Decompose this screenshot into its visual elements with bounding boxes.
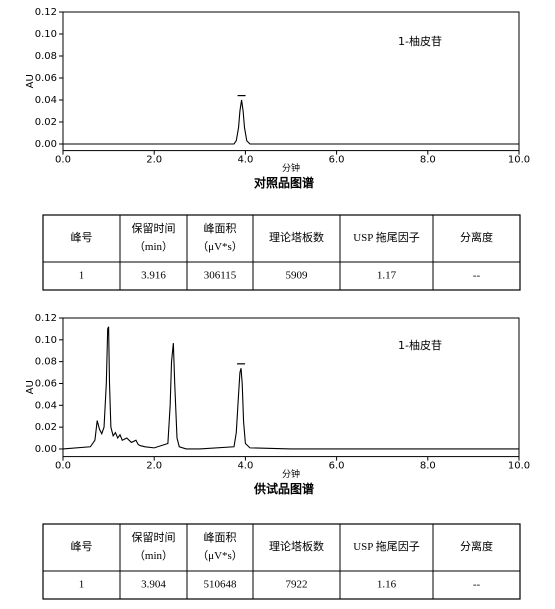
x-tick-label: 10.0: [508, 155, 530, 166]
y-tick-label: 0.06: [35, 73, 57, 84]
y-tick-label: 0.02: [35, 117, 57, 128]
x-tick-label: 6.0: [329, 461, 345, 472]
table-cell: --: [473, 270, 481, 282]
y-axis-label: AU: [25, 380, 36, 394]
y-tick-label: 0.00: [35, 139, 57, 150]
y-tick-label: 0.12: [35, 7, 57, 18]
x-tick-label: 4.0: [237, 461, 253, 472]
x-tick-label: 10.0: [508, 461, 530, 472]
table-frame: [42, 214, 521, 291]
table-cell: 3.904: [141, 579, 166, 591]
x-tick-label: 8.0: [420, 155, 436, 166]
table-cell: 1.17: [377, 270, 397, 282]
table-cell: 3.916: [141, 270, 166, 282]
table-cell: 1: [79, 579, 85, 591]
y-tick-label: 0.04: [35, 95, 57, 106]
table-header: 峰号: [71, 540, 93, 553]
plot-frame: [62, 11, 520, 152]
x-tick-label: 2.0: [146, 155, 162, 166]
annotation: 1-柚皮苷: [398, 338, 442, 352]
table-cell: 1: [79, 270, 85, 282]
plot-frame: [62, 317, 520, 458]
x-tick-label: 0.0: [55, 155, 71, 166]
table-cell: --: [473, 579, 481, 591]
table-header: （μV*s）: [197, 549, 243, 562]
x-tick-label: 8.0: [420, 461, 436, 472]
y-tick-label: 0.08: [35, 51, 57, 62]
x-tick-label: 2.0: [146, 461, 162, 472]
y-tick-label: 0.08: [35, 357, 57, 368]
x-tick-label: 0.0: [55, 461, 71, 472]
table-header: USP 拖尾因子: [353, 539, 420, 553]
y-tick-label: 0.10: [35, 29, 57, 40]
chart-title: 对照品图谱: [254, 175, 314, 190]
table-header: 分离度: [460, 539, 493, 553]
y-tick-label: 0.02: [35, 422, 57, 433]
table-header: （min）: [134, 549, 173, 562]
table-header: 保留时间: [132, 530, 176, 544]
annotation: 1-柚皮苷: [398, 34, 442, 48]
table-header: 峰号: [71, 231, 93, 244]
trace: [63, 99, 519, 145]
table-cell: 1.16: [377, 579, 397, 591]
table-cell: 7922: [286, 579, 308, 591]
table-header: 分离度: [460, 230, 493, 244]
table-header: （min）: [134, 240, 173, 253]
chart-title: 供试品图谱: [253, 481, 314, 496]
table-header: 峰面积: [204, 222, 237, 235]
y-tick-label: 0.12: [35, 313, 57, 324]
y-tick-label: 0.00: [35, 444, 57, 455]
table-cell: 5909: [286, 270, 309, 282]
trace: [62, 326, 519, 450]
x-axis-label: 分钟: [282, 468, 300, 480]
table-header: 理论塔板数: [269, 230, 324, 244]
y-tick-label: 0.04: [35, 400, 57, 411]
table-header: 峰面积: [204, 531, 237, 544]
table-header: USP 拖尾因子: [353, 230, 420, 244]
table-header: （μV*s）: [197, 240, 243, 253]
y-tick-label: 0.06: [35, 378, 57, 389]
table-frame: [42, 523, 521, 600]
y-tick-label: 0.10: [35, 335, 57, 346]
table-header: 理论塔板数: [269, 539, 324, 553]
table-cell: 510648: [204, 579, 238, 591]
x-axis-label: 分钟: [282, 162, 300, 174]
y-axis-label: AU: [25, 74, 36, 88]
x-tick-label: 4.0: [237, 155, 253, 166]
table-cell: 306115: [204, 270, 237, 282]
table-header: 保留时间: [132, 221, 176, 235]
x-tick-label: 6.0: [329, 155, 345, 166]
